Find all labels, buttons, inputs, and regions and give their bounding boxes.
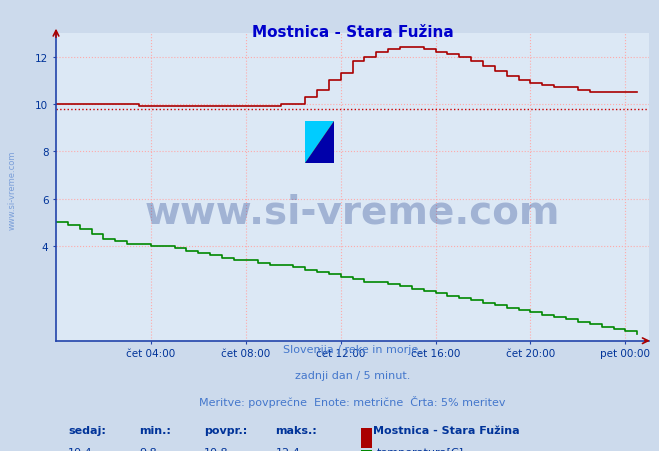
Text: 10,4: 10,4 (68, 446, 92, 451)
Bar (305, 121, 333, 164)
Text: temperatura[C]: temperatura[C] (376, 446, 463, 451)
Text: Mostnica - Stara Fužina: Mostnica - Stara Fužina (252, 25, 453, 40)
Polygon shape (305, 121, 333, 164)
Bar (361, 428, 372, 448)
Text: zadnji dan / 5 minut.: zadnji dan / 5 minut. (295, 370, 411, 380)
Polygon shape (305, 121, 333, 164)
Text: min.:: min.: (139, 425, 171, 435)
Text: www.si-vreme.com: www.si-vreme.com (145, 193, 560, 231)
Text: www.si-vreme.com: www.si-vreme.com (8, 150, 17, 229)
Text: Mostnica - Stara Fužina: Mostnica - Stara Fužina (373, 425, 520, 435)
Text: Meritve: povprečne  Enote: metrične  Črta: 5% meritev: Meritve: povprečne Enote: metrične Črta:… (199, 395, 506, 407)
Text: 10,8: 10,8 (204, 446, 229, 451)
Text: 12,4: 12,4 (275, 446, 301, 451)
Text: Slovenija / reke in morje.: Slovenija / reke in morje. (283, 344, 422, 354)
Bar (361, 450, 372, 451)
Text: 9,8: 9,8 (139, 446, 157, 451)
Text: sedaj:: sedaj: (68, 425, 105, 435)
Text: povpr.:: povpr.: (204, 425, 248, 435)
Text: maks.:: maks.: (275, 425, 317, 435)
